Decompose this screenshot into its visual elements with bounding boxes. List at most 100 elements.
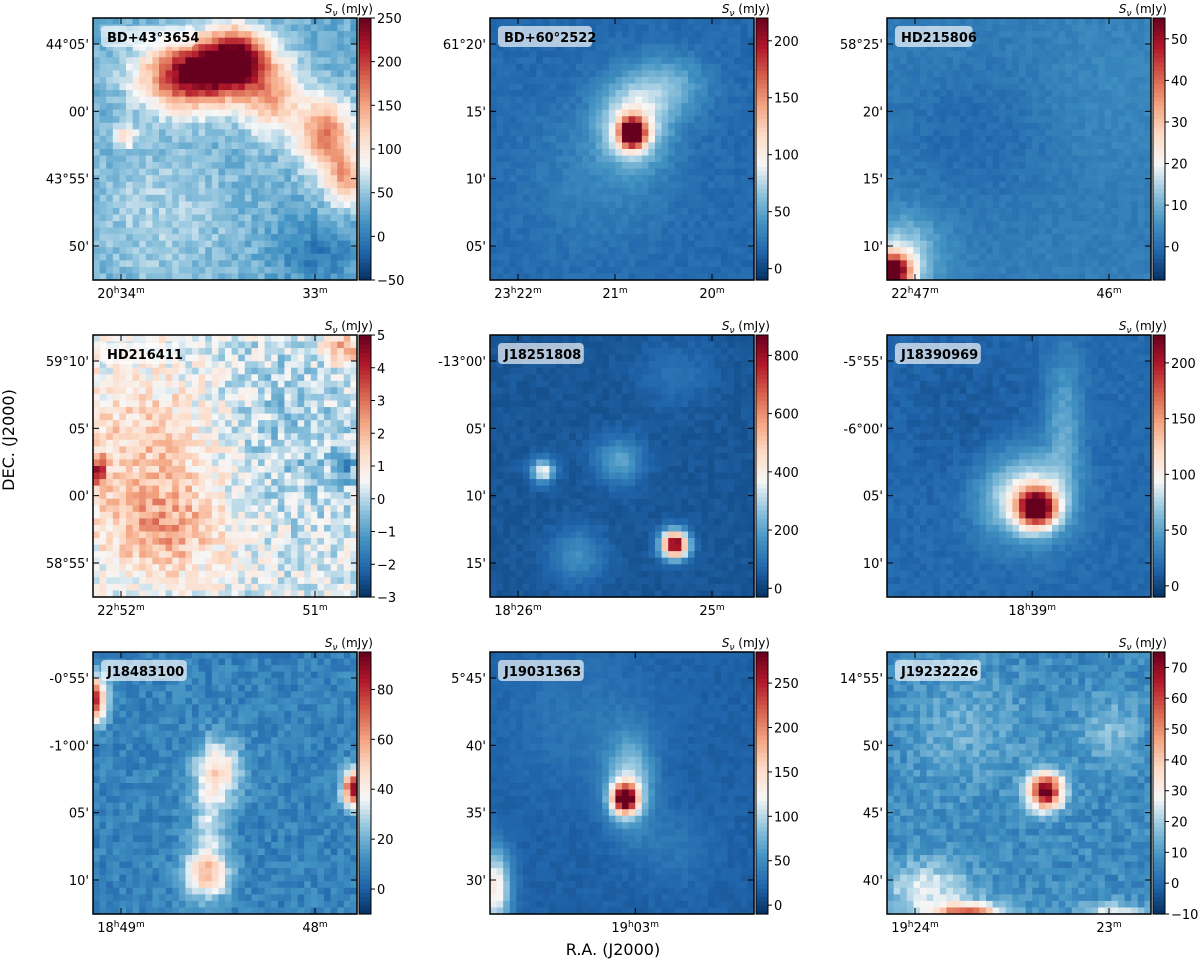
heatmap-cell bbox=[655, 266, 663, 275]
heatmap-cell bbox=[112, 63, 120, 71]
heatmap-cell bbox=[112, 57, 120, 65]
heatmap-cell bbox=[1091, 90, 1099, 98]
heatmap-cell bbox=[324, 70, 332, 78]
heatmap-cell bbox=[668, 76, 676, 85]
heatmap-cell bbox=[132, 207, 140, 216]
heatmap-cell bbox=[986, 240, 994, 248]
heatmap-cell bbox=[1091, 247, 1099, 255]
heatmap-cell bbox=[271, 207, 279, 216]
heatmap-cell bbox=[589, 162, 597, 170]
heatmap-cell bbox=[205, 194, 213, 202]
heatmap-cell bbox=[264, 234, 272, 242]
heatmap-cell bbox=[529, 44, 537, 52]
heatmap-cell bbox=[582, 76, 590, 85]
heatmap-cell bbox=[595, 70, 603, 78]
heatmap-cell bbox=[562, 155, 570, 163]
heatmap-cell bbox=[496, 214, 504, 222]
heatmap-cell bbox=[119, 175, 127, 183]
heatmap-cell bbox=[343, 188, 351, 196]
colorbar-step bbox=[359, 231, 371, 237]
heatmap-cell bbox=[1118, 221, 1126, 229]
colorbar-step bbox=[359, 127, 371, 133]
heatmap-cell bbox=[900, 50, 908, 58]
heatmap-cell bbox=[490, 240, 498, 248]
heatmap-cell bbox=[589, 63, 597, 71]
heatmap-cell bbox=[648, 207, 656, 216]
heatmap-cell bbox=[297, 221, 305, 229]
heatmap-cell bbox=[1098, 175, 1106, 183]
heatmap-cell bbox=[549, 57, 557, 65]
colorbar-step bbox=[359, 223, 371, 229]
heatmap-cell bbox=[589, 273, 597, 281]
heatmap-cell bbox=[490, 44, 498, 52]
heatmap-cell bbox=[920, 175, 928, 183]
heatmap-cell bbox=[1098, 207, 1106, 216]
heatmap-cell bbox=[1098, 109, 1106, 117]
heatmap-cell bbox=[906, 76, 914, 85]
heatmap-cell bbox=[734, 207, 742, 216]
heatmap-cell bbox=[635, 31, 643, 39]
heatmap-cell bbox=[284, 247, 292, 255]
heatmap-cell bbox=[258, 188, 266, 196]
heatmap-cell bbox=[297, 90, 305, 98]
heatmap-cell bbox=[244, 50, 252, 58]
heatmap-cell bbox=[933, 149, 941, 157]
heatmap-cell bbox=[159, 116, 167, 124]
heatmap-cell bbox=[635, 50, 643, 58]
heatmap-cell bbox=[192, 273, 200, 281]
heatmap-cell bbox=[992, 57, 1000, 65]
heatmap-cell bbox=[1118, 168, 1126, 176]
heatmap-cell bbox=[291, 90, 299, 98]
heatmap-cell bbox=[145, 18, 153, 26]
heatmap-cell bbox=[1052, 260, 1060, 268]
heatmap-cell bbox=[244, 207, 252, 216]
heatmap-cell bbox=[986, 247, 994, 255]
heatmap-cell bbox=[999, 63, 1007, 71]
heatmap-cell bbox=[1019, 18, 1027, 26]
heatmap-cell bbox=[939, 50, 947, 58]
heatmap-cell bbox=[946, 116, 954, 124]
heatmap-cell bbox=[139, 273, 147, 281]
heatmap-cell bbox=[126, 240, 134, 248]
heatmap-cell bbox=[178, 57, 186, 65]
heatmap-cell bbox=[1071, 201, 1079, 209]
heatmap-cell bbox=[509, 76, 517, 85]
heatmap-cell bbox=[900, 44, 908, 52]
heatmap-cell bbox=[569, 214, 577, 222]
heatmap-cell bbox=[979, 76, 987, 85]
heatmap-cell bbox=[337, 135, 345, 144]
heatmap-cell bbox=[939, 214, 947, 222]
heatmap-cell bbox=[556, 266, 564, 275]
heatmap-cell bbox=[893, 70, 901, 78]
heatmap-cell bbox=[178, 96, 186, 104]
heatmap-cell bbox=[185, 122, 193, 130]
heatmap-cell bbox=[589, 116, 597, 124]
heatmap-cell bbox=[1032, 247, 1040, 255]
heatmap-cell bbox=[734, 273, 742, 281]
heatmap-cell bbox=[661, 83, 669, 91]
heatmap-cell bbox=[622, 149, 630, 157]
heatmap-cell bbox=[635, 168, 643, 176]
heatmap-cell bbox=[727, 214, 735, 222]
heatmap-cell bbox=[681, 90, 689, 98]
heatmap-cell bbox=[1118, 63, 1126, 71]
heatmap-cell bbox=[953, 266, 961, 275]
heatmap-cell bbox=[747, 240, 755, 248]
heatmap-cell bbox=[225, 31, 233, 39]
heatmap-cell bbox=[1005, 76, 1013, 85]
heatmap-cell bbox=[1012, 31, 1020, 39]
heatmap-cell bbox=[225, 221, 233, 229]
heatmap-cell bbox=[1071, 31, 1079, 39]
heatmap-cell bbox=[734, 188, 742, 196]
heatmap-cell bbox=[887, 109, 895, 117]
heatmap-cell bbox=[271, 76, 279, 85]
heatmap-cell bbox=[992, 83, 1000, 91]
heatmap-cell bbox=[304, 44, 312, 52]
heatmap-cell bbox=[350, 37, 358, 45]
heatmap-cell bbox=[707, 266, 715, 275]
heatmap-cell bbox=[1038, 149, 1046, 157]
heatmap-cell bbox=[608, 83, 616, 91]
heatmap-cell bbox=[734, 168, 742, 176]
heatmap-cell bbox=[99, 50, 107, 58]
heatmap-cell bbox=[999, 90, 1007, 98]
